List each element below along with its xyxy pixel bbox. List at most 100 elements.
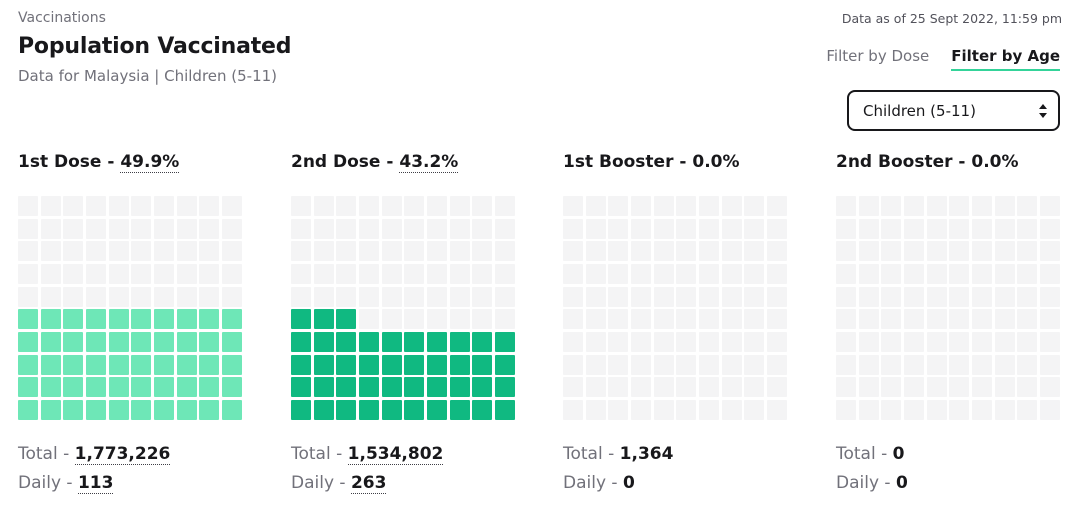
waffle-cell: [472, 286, 493, 307]
waffle-cell: [631, 354, 651, 375]
waffle-chart: [836, 196, 1062, 422]
waffle-cell: [563, 309, 583, 330]
waffle-cell: [359, 286, 379, 307]
waffle-cell: [381, 264, 402, 284]
waffle-cell: [836, 241, 856, 262]
waffle-cell: [1017, 354, 1038, 375]
waffle-cell: [1017, 286, 1038, 307]
waffle-cell: [1017, 377, 1038, 398]
waffle-cell: [291, 377, 311, 398]
waffle-cell: [1040, 332, 1061, 353]
waffle-cell: [653, 354, 674, 375]
total-value[interactable]: 1,773,226: [74, 444, 171, 465]
waffle-cell: [449, 218, 470, 239]
waffle-cell: [86, 377, 106, 398]
waffle-cell: [222, 309, 243, 330]
waffle-cell: [904, 309, 924, 330]
waffle-cell: [108, 309, 129, 330]
waffle-cell: [495, 377, 516, 398]
waffle-cell: [427, 241, 448, 262]
total-label: Total -: [563, 444, 620, 464]
waffle-cell: [585, 196, 606, 216]
waffle-cell: [699, 264, 720, 284]
waffle-cell: [858, 400, 879, 421]
waffle-cell: [381, 332, 402, 353]
waffle-cell: [18, 196, 38, 216]
waffle-cell: [608, 286, 629, 307]
waffle-cell: [199, 264, 220, 284]
waffle-cell: [926, 196, 947, 216]
waffle-cell: [108, 377, 129, 398]
total-value[interactable]: 1,534,802: [347, 444, 444, 465]
waffle-cell: [881, 241, 902, 262]
waffle-cell: [881, 332, 902, 353]
waffle-cell: [86, 196, 106, 216]
waffle-cell: [359, 264, 379, 284]
waffle-cell: [926, 286, 947, 307]
waffle-chart: [18, 196, 244, 422]
waffle-cell: [40, 286, 61, 307]
waffle-cell: [926, 241, 947, 262]
waffle-cell: [836, 400, 856, 421]
waffle-cell: [131, 354, 152, 375]
waffle-cell: [108, 196, 129, 216]
waffle-cell: [744, 309, 765, 330]
waffle-cell: [721, 196, 742, 216]
waffle-cell: [608, 309, 629, 330]
waffle-cell: [199, 241, 220, 262]
waffle-cell: [1040, 377, 1061, 398]
waffle-cell: [449, 332, 470, 353]
waffle-cell: [199, 286, 220, 307]
card-percentage: 0.0%: [971, 152, 1019, 172]
waffle-cell: [63, 218, 84, 239]
waffle-cell: [721, 286, 742, 307]
age-group-select-value: Children (5-11): [863, 101, 976, 120]
waffle-cell: [563, 196, 583, 216]
waffle-chart: [563, 196, 789, 422]
waffle-cell: [881, 354, 902, 375]
waffle-cell: [131, 286, 152, 307]
waffle-cell: [608, 264, 629, 284]
waffle-cell: [858, 332, 879, 353]
waffle-cell: [472, 309, 493, 330]
waffle-cell: [1040, 400, 1061, 421]
waffle-cell: [926, 400, 947, 421]
waffle-cell: [721, 332, 742, 353]
waffle-cell: [86, 241, 106, 262]
daily-value[interactable]: 263: [350, 473, 387, 494]
waffle-cell: [744, 332, 765, 353]
waffle-cell: [63, 332, 84, 353]
card-percentage[interactable]: 43.2%: [399, 152, 459, 173]
waffle-cell: [381, 241, 402, 262]
waffle-cell: [472, 241, 493, 262]
filter-tabs: Filter by Dose Filter by Age: [826, 47, 1060, 71]
waffle-cell: [222, 286, 243, 307]
daily-stat: Daily - 263: [291, 473, 387, 494]
tab-filter-by-dose[interactable]: Filter by Dose: [826, 47, 930, 65]
daily-value: 0: [622, 473, 635, 493]
waffle-cell: [404, 309, 425, 330]
waffle-cell: [767, 354, 788, 375]
waffle-cell: [1040, 241, 1061, 262]
card-title-label: 1st Dose -: [18, 152, 121, 172]
waffle-cell: [495, 332, 516, 353]
age-group-select[interactable]: Children (5-11): [847, 90, 1060, 131]
waffle-cell: [699, 196, 720, 216]
waffle-cell: [904, 241, 924, 262]
waffle-cell: [563, 354, 583, 375]
waffle-cell: [199, 400, 220, 421]
waffle-cell: [585, 354, 606, 375]
waffle-cell: [563, 400, 583, 421]
card-percentage[interactable]: 49.9%: [120, 152, 180, 173]
waffle-cell: [653, 218, 674, 239]
waffle-cell: [427, 196, 448, 216]
waffle-cell: [381, 354, 402, 375]
daily-value[interactable]: 113: [77, 473, 114, 494]
card-2nd-dose: 2nd Dose - 43.2% Total - 1,534,802 Daily…: [291, 152, 517, 494]
total-value: 0: [892, 444, 905, 464]
waffle-cell: [881, 196, 902, 216]
waffle-cell: [495, 218, 516, 239]
waffle-cell: [313, 332, 334, 353]
waffle-cell: [1017, 264, 1038, 284]
tab-filter-by-age[interactable]: Filter by Age: [951, 47, 1060, 71]
